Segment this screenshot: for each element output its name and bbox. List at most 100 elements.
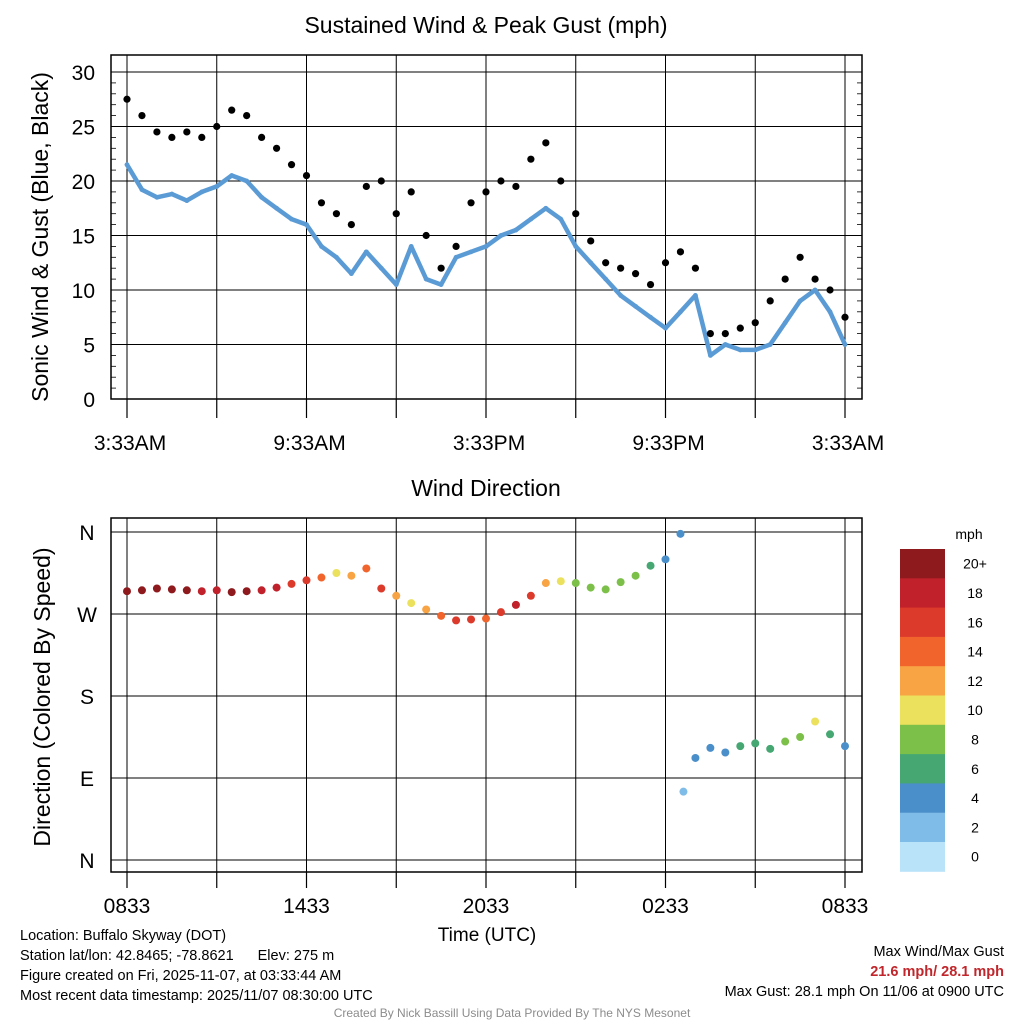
- wind-direction-x-tick-label: 0833: [822, 895, 869, 918]
- sustained-wind-point: [678, 309, 683, 315]
- wind-direction-point: [676, 529, 685, 538]
- wind-direction-point: [511, 600, 520, 609]
- wind-direction-point: [137, 586, 146, 595]
- station-info: Location: Buffalo Skyway (DOT) Station l…: [20, 926, 373, 1006]
- sustained-wind-point: [722, 342, 728, 347]
- wind-direction-point: [272, 583, 281, 592]
- wind-speed-chart-title: Sustained Wind & Peak Gust (mph): [304, 12, 667, 38]
- peak-gust-point: [347, 221, 355, 229]
- wind-direction-point: [841, 742, 849, 751]
- colorbar-title: mph: [955, 526, 982, 542]
- peak-gust-point: [781, 275, 789, 283]
- colorbar-label: 4: [971, 790, 979, 806]
- colorbar-swatch: [900, 695, 945, 726]
- wind-direction-y-tick-label: W: [77, 604, 97, 627]
- peak-gust-point: [407, 188, 415, 196]
- wind-direction-x-tick-label: 1433: [283, 895, 330, 918]
- sustained-wind-point: [513, 227, 519, 233]
- station-latlon-line: Station lat/lon: 42.8465; -78.8621 Elev: …: [20, 946, 373, 966]
- colorbar-label: 8: [971, 731, 979, 747]
- peak-gust-point: [153, 128, 161, 136]
- wind-speed-y-tick-label: 0: [83, 389, 95, 412]
- peak-gust-point: [422, 231, 430, 240]
- speed-colorbar: mph 20+ 18 16 14 12 10 8 6 4 2 0: [900, 526, 987, 872]
- peak-gust-point: [317, 199, 326, 207]
- sustained-wind-point: [304, 222, 309, 228]
- wind-direction-point: [212, 586, 221, 595]
- sustained-wind-point: [334, 254, 339, 260]
- peak-gust-point: [661, 259, 670, 267]
- sustained-wind-point: [588, 260, 594, 266]
- colorbar-swatch: [900, 666, 945, 696]
- wind-direction-point: [661, 555, 670, 564]
- peak-gust-point: [272, 144, 281, 152]
- peak-gust-point: [377, 177, 385, 185]
- peak-gust-point: [617, 264, 625, 272]
- wind-direction-ticks: N E S W N 0833 1433 2033 0233 0833: [77, 522, 868, 918]
- wind-speed-x-tick-label: 3:33AM: [812, 432, 884, 455]
- wind-direction-x-axis-label: Time (UTC): [438, 925, 537, 946]
- wind-direction-y-tick-label: E: [80, 768, 94, 791]
- colorbar-swatch: [900, 636, 945, 667]
- station-elev: Elev: 275 m: [257, 948, 335, 964]
- wind-speed-chart: Sustained Wind & Peak Gust (mph) Sonic W…: [27, 12, 884, 455]
- wind-speed-grid: [111, 55, 862, 400]
- peak-gust-point: [766, 297, 774, 305]
- wind-direction-y-tick-label: N: [79, 850, 94, 873]
- peak-gust-point: [467, 199, 475, 207]
- wind-speed-y-tick-label: 30: [72, 62, 95, 85]
- sustained-wind-point: [319, 244, 324, 249]
- sustained-wind-point: [438, 282, 444, 287]
- colorbar-label: 2: [971, 819, 979, 835]
- wind-direction-x-tick-label: 0233: [642, 895, 689, 918]
- peak-gust-point: [183, 128, 191, 136]
- wind-direction-point: [796, 733, 805, 741]
- wind-direction-point: [467, 615, 476, 624]
- wind-direction-point: [496, 608, 505, 617]
- sustained-wind-point: [468, 249, 474, 255]
- peak-gust-point: [706, 330, 714, 338]
- wind-direction-x-tick-label: 2033: [463, 895, 510, 918]
- peak-gust-point: [826, 286, 834, 294]
- sustained-wind-point: [363, 249, 369, 255]
- station-location: Location: Buffalo Skyway (DOT): [20, 928, 227, 944]
- wind-direction-point: [197, 587, 206, 596]
- peak-gust-point: [168, 133, 176, 141]
- colorbar-swatch: [900, 607, 945, 638]
- wind-speed-y-axis-label: Sonic Wind & Gust (Blue, Black): [27, 72, 53, 402]
- wind-direction-point: [766, 744, 775, 753]
- peak-gust-point: [512, 182, 520, 191]
- sustained-wind-point: [707, 353, 713, 358]
- peak-gust-point: [482, 188, 490, 196]
- wind-direction-point: [332, 569, 341, 577]
- peak-gust-point: [751, 319, 759, 327]
- peak-gust-point: [602, 259, 610, 267]
- wind-direction-point: [616, 578, 625, 587]
- wind-speed-y-tick-label: 20: [72, 171, 95, 194]
- wind-direction-x-tick-label: 0833: [104, 895, 151, 918]
- wind-speed-y-tick-label: 25: [72, 117, 95, 140]
- wind-direction-point: [631, 571, 640, 580]
- sustained-wind-point: [663, 325, 668, 331]
- sustained-wind-point: [139, 187, 145, 193]
- wind-direction-point: [751, 739, 760, 748]
- sustained-wind-point: [244, 178, 250, 184]
- colorbar-label: 12: [967, 673, 983, 689]
- wind-direction-point: [182, 586, 191, 595]
- sustained-wind-point: [603, 276, 609, 282]
- wind-direction-point: [736, 742, 745, 751]
- sustained-wind-point: [797, 298, 803, 304]
- peak-gust-point: [736, 324, 744, 332]
- sustained-wind-point: [737, 347, 743, 353]
- max-label: Max Wind/Max Gust: [873, 944, 1004, 960]
- peak-gust-point: [497, 177, 505, 185]
- wind-direction-point: [571, 579, 580, 588]
- sustained-wind-point: [289, 216, 294, 222]
- colorbar-swatch: [900, 549, 945, 579]
- wind-direction-point: [541, 579, 550, 588]
- sustained-wind-point: [378, 265, 384, 271]
- sustained-wind-point: [259, 194, 265, 200]
- peak-gust-point: [631, 270, 640, 278]
- wind-direction-point: [781, 737, 790, 746]
- peak-gust-point: [811, 275, 819, 283]
